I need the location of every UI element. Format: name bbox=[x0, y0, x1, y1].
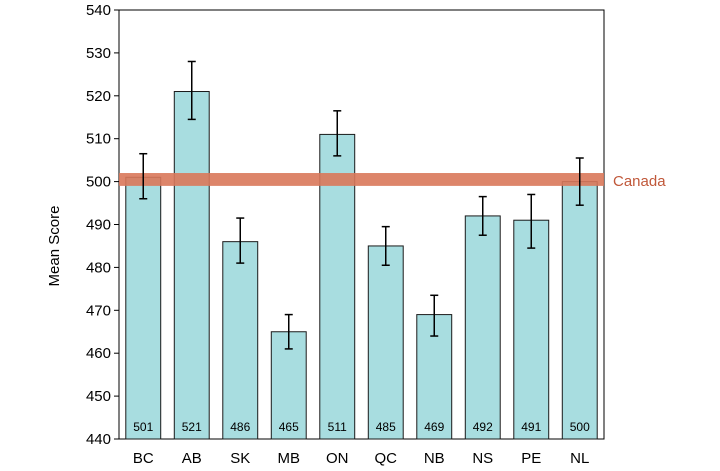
y-tick-label-520: 520 bbox=[86, 88, 111, 105]
error-bar-pe bbox=[527, 193, 536, 249]
y-tick-label-450: 450 bbox=[86, 388, 111, 405]
bar-ab bbox=[173, 91, 210, 440]
value-label-on: 511 bbox=[328, 420, 347, 434]
error-bar-nl bbox=[575, 157, 584, 206]
y-tick-label-470: 470 bbox=[86, 302, 111, 319]
value-label-sk: 486 bbox=[230, 420, 250, 434]
y-tick-label-530: 530 bbox=[86, 45, 111, 62]
y-tick-label-510: 510 bbox=[86, 131, 111, 148]
bar-pe bbox=[513, 219, 550, 440]
bars-layer bbox=[125, 91, 598, 440]
bar-nl bbox=[561, 181, 598, 440]
category-label-nb: NB bbox=[424, 450, 445, 467]
bar-sk bbox=[222, 241, 259, 440]
value-label-pe: 491 bbox=[521, 420, 541, 434]
error-bar-qc bbox=[381, 225, 390, 267]
category-label-pe: PE bbox=[521, 450, 541, 467]
reference-band-layer bbox=[119, 173, 604, 186]
category-label-on: ON bbox=[326, 450, 349, 467]
value-label-qc: 485 bbox=[376, 420, 396, 434]
error-bar-ab bbox=[187, 60, 196, 121]
y-tick-label-460: 460 bbox=[86, 345, 111, 362]
bar-qc bbox=[367, 245, 404, 440]
category-label-ab: AB bbox=[182, 450, 202, 467]
x-axis-labels: BC AB SK MB ON QC NB NS PE NL bbox=[133, 450, 590, 467]
error-bar-bc bbox=[139, 152, 148, 200]
error-bar-sk bbox=[236, 217, 245, 264]
y-tick-label-490: 490 bbox=[86, 217, 111, 234]
canada-reference-band bbox=[119, 173, 604, 186]
error-bar-on bbox=[333, 110, 342, 157]
value-labels-layer: 501 521 486 465 511 485 469 492 491 500 bbox=[133, 420, 590, 434]
error-bar-ns bbox=[478, 195, 487, 236]
y-tick-label-440: 440 bbox=[86, 431, 111, 448]
value-label-nl: 500 bbox=[570, 420, 590, 434]
bar-ns bbox=[464, 215, 501, 440]
y-axis-title: Mean Score bbox=[46, 206, 63, 287]
category-label-qc: QC bbox=[375, 450, 398, 467]
y-tick-label-500: 500 bbox=[86, 174, 111, 191]
reference-band-label: Canada bbox=[613, 173, 666, 190]
category-label-sk: SK bbox=[230, 450, 250, 467]
value-label-ns: 492 bbox=[473, 420, 493, 434]
category-label-bc: BC bbox=[133, 450, 154, 467]
value-label-nb: 469 bbox=[424, 420, 444, 434]
value-label-ab: 521 bbox=[182, 420, 202, 434]
category-label-mb: MB bbox=[278, 450, 301, 467]
y-tick-label-480: 480 bbox=[86, 259, 111, 276]
value-label-bc: 501 bbox=[133, 420, 153, 434]
y-tick-label-540: 540 bbox=[86, 2, 111, 19]
error-bars-layer bbox=[139, 60, 584, 350]
error-bar-nb bbox=[430, 294, 439, 337]
error-bar-mb bbox=[284, 313, 293, 350]
category-label-nl: NL bbox=[570, 450, 589, 467]
category-label-ns: NS bbox=[472, 450, 493, 467]
bar-bc bbox=[125, 176, 162, 440]
value-label-mb: 465 bbox=[279, 420, 299, 434]
y-axis-ticks: 440 450 460 470 480 490 500 510 520 530 540 bbox=[86, 2, 119, 448]
